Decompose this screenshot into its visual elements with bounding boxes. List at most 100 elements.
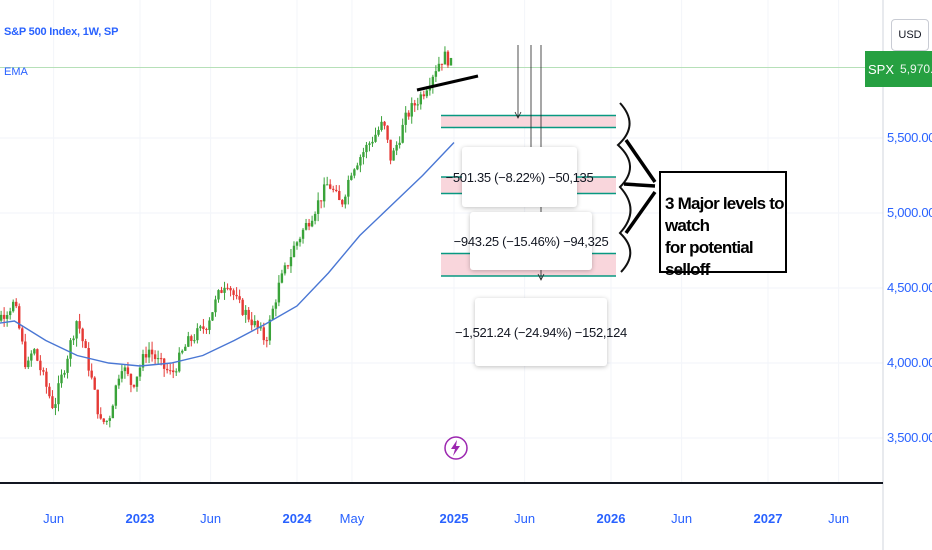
candle bbox=[162, 357, 166, 377]
candle bbox=[117, 374, 121, 389]
candle bbox=[211, 311, 214, 322]
measure-label-2[interactable]: −943.25 (−15.46%) −94,325 bbox=[454, 212, 609, 270]
candle-body bbox=[338, 191, 341, 201]
candle bbox=[446, 50, 450, 68]
candle bbox=[150, 341, 154, 362]
candle-body bbox=[153, 354, 157, 360]
candle-body bbox=[422, 94, 426, 97]
candle bbox=[181, 349, 184, 355]
candle bbox=[437, 56, 441, 72]
candle-body bbox=[344, 196, 347, 205]
candle bbox=[220, 286, 223, 294]
candle-body bbox=[371, 141, 374, 144]
candle bbox=[57, 375, 60, 412]
candle bbox=[39, 355, 42, 376]
candle-body bbox=[410, 103, 413, 117]
candle-body bbox=[211, 312, 214, 321]
candle-body bbox=[250, 319, 253, 326]
candle bbox=[356, 162, 359, 171]
candle-body bbox=[419, 94, 422, 105]
candle bbox=[325, 176, 329, 186]
candle bbox=[395, 141, 398, 156]
candle-body bbox=[244, 309, 247, 315]
candle-body bbox=[256, 321, 259, 329]
candle bbox=[196, 323, 199, 344]
candle-body bbox=[30, 353, 33, 361]
candle-body bbox=[232, 290, 235, 295]
candle bbox=[102, 418, 105, 425]
measure-label-3[interactable]: −1,521.24 (−24.94%) −152,124 bbox=[455, 298, 627, 366]
candle bbox=[30, 350, 33, 367]
candle bbox=[253, 315, 256, 328]
candle bbox=[202, 318, 205, 334]
candle-body bbox=[172, 370, 175, 373]
indicator-label[interactable]: EMA bbox=[4, 66, 28, 78]
candle-body bbox=[45, 371, 48, 387]
candle-body bbox=[141, 354, 145, 368]
candle-body bbox=[93, 377, 96, 390]
candle bbox=[135, 376, 139, 392]
candle bbox=[274, 299, 278, 317]
candle-body bbox=[395, 144, 398, 151]
candle-body bbox=[111, 405, 115, 419]
candle-body bbox=[175, 371, 178, 373]
candle-body bbox=[440, 63, 444, 65]
candle bbox=[0, 310, 3, 323]
candle-body bbox=[226, 287, 229, 289]
candle bbox=[81, 327, 84, 348]
candle bbox=[362, 147, 365, 165]
candle-body bbox=[72, 338, 75, 341]
measure-label-1[interactable]: −501.35 (−8.22%) −50,135 bbox=[446, 147, 594, 207]
candle-body bbox=[126, 367, 130, 374]
candle bbox=[283, 262, 287, 276]
candle bbox=[184, 344, 187, 351]
candle bbox=[413, 99, 416, 112]
candle-body bbox=[159, 358, 163, 360]
candle bbox=[365, 141, 368, 159]
measure-arrowhead-3 bbox=[537, 273, 545, 281]
candle-body bbox=[66, 358, 69, 373]
candle bbox=[422, 90, 426, 100]
candle-body bbox=[108, 418, 112, 421]
candle-body bbox=[404, 112, 407, 125]
brace-pointer-3 bbox=[624, 190, 657, 235]
candle bbox=[27, 356, 30, 370]
price-badge-value: 5,970.00 bbox=[900, 62, 932, 76]
candle bbox=[322, 177, 326, 208]
measure-arrowhead-1 bbox=[514, 111, 522, 119]
currency-selector[interactable]: USD bbox=[891, 19, 929, 51]
candle-body bbox=[21, 328, 24, 342]
candle bbox=[380, 116, 383, 132]
candle-body bbox=[280, 273, 284, 283]
candle bbox=[153, 350, 157, 365]
candle bbox=[90, 363, 93, 380]
candle-body bbox=[262, 327, 265, 341]
time-tick-label: 2026 bbox=[597, 511, 626, 526]
candle bbox=[51, 390, 54, 410]
candle-body bbox=[383, 121, 386, 126]
candle bbox=[178, 347, 181, 373]
time-tick-label: 2023 bbox=[126, 511, 155, 526]
candle-body bbox=[380, 121, 383, 130]
candle-body bbox=[301, 229, 305, 239]
candle-body bbox=[292, 245, 296, 258]
candle-body bbox=[425, 90, 429, 97]
candle bbox=[350, 172, 353, 181]
time-tick-label: 2025 bbox=[440, 511, 469, 526]
candle-body bbox=[63, 372, 66, 375]
candle bbox=[268, 315, 272, 345]
candle-body bbox=[446, 51, 450, 66]
candle-body bbox=[437, 63, 441, 72]
candle-body bbox=[84, 341, 87, 348]
annotation-note[interactable]: 3 Major levels to watch for potential se… bbox=[659, 171, 787, 279]
candle bbox=[449, 57, 453, 66]
candle bbox=[223, 281, 226, 300]
candle bbox=[241, 297, 244, 317]
candle bbox=[193, 334, 196, 344]
lightning-icon[interactable] bbox=[443, 435, 469, 461]
candle-body bbox=[277, 282, 281, 303]
brace-pointer-2 bbox=[623, 182, 656, 188]
symbol-title[interactable]: S&P 500 Index, 1W, SP bbox=[4, 26, 119, 38]
candle-body bbox=[356, 165, 359, 170]
